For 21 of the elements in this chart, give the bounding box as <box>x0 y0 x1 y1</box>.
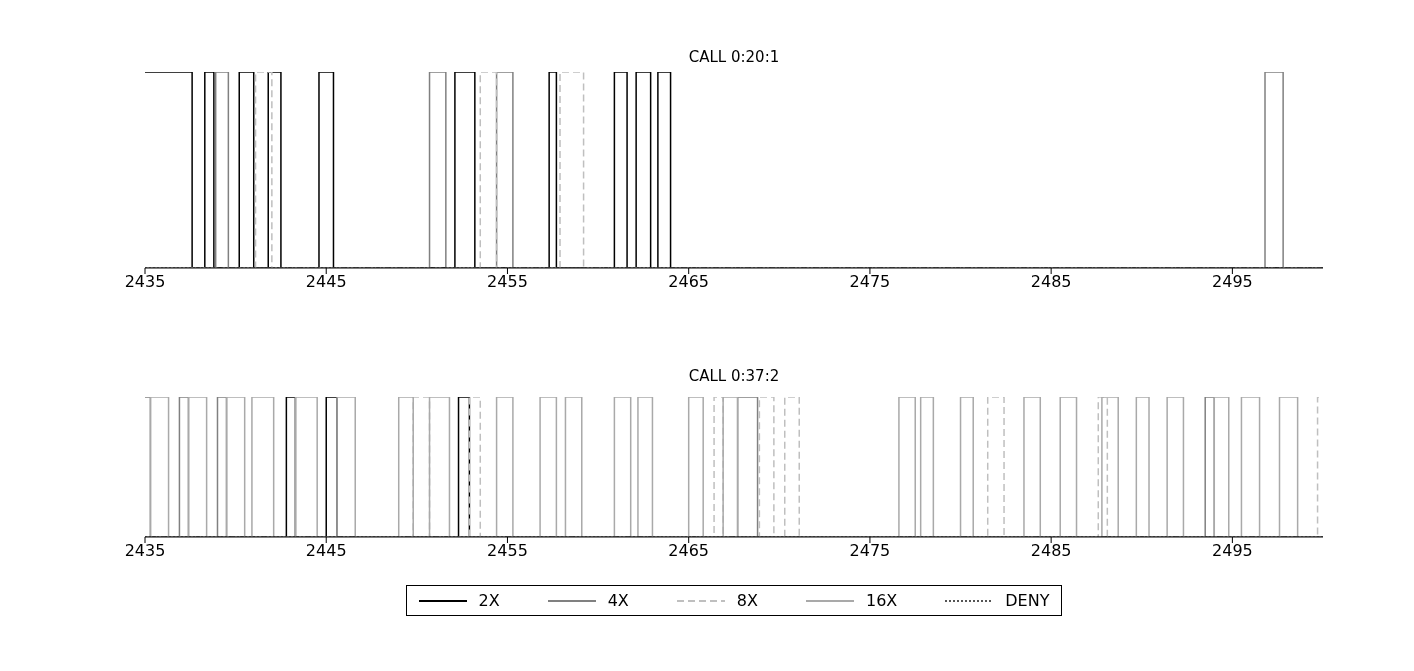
legend-label: 16X <box>865 591 898 610</box>
legend-label: 8X <box>736 591 758 610</box>
legend-label: 2X <box>478 591 500 610</box>
x-tick-label: 2485 <box>1030 541 1072 561</box>
x-tick-label: 2445 <box>305 272 347 292</box>
x-tick-label: 2465 <box>668 541 710 561</box>
x-tick-label: 2495 <box>1212 541 1253 561</box>
chart-title: CALL 0:20:1 <box>687 48 781 66</box>
x-tick-label: 2435 <box>124 272 166 292</box>
x-tick-label: 2475 <box>849 272 891 292</box>
x-tick-label: 2495 <box>1212 272 1253 292</box>
x-tick-label: 2455 <box>487 541 528 561</box>
chart-title: CALL 0:37:2 <box>687 367 781 385</box>
legend-label: 4X <box>607 591 629 610</box>
x-tick-label: 2485 <box>1030 272 1072 292</box>
x-tick-label: 2435 <box>124 541 166 561</box>
x-tick-label: 2465 <box>668 272 710 292</box>
legend-label: DENY <box>1005 591 1050 610</box>
x-tick-label: 2475 <box>849 541 891 561</box>
x-tick-label: 2445 <box>305 541 347 561</box>
x-tick-label: 2455 <box>487 272 528 292</box>
